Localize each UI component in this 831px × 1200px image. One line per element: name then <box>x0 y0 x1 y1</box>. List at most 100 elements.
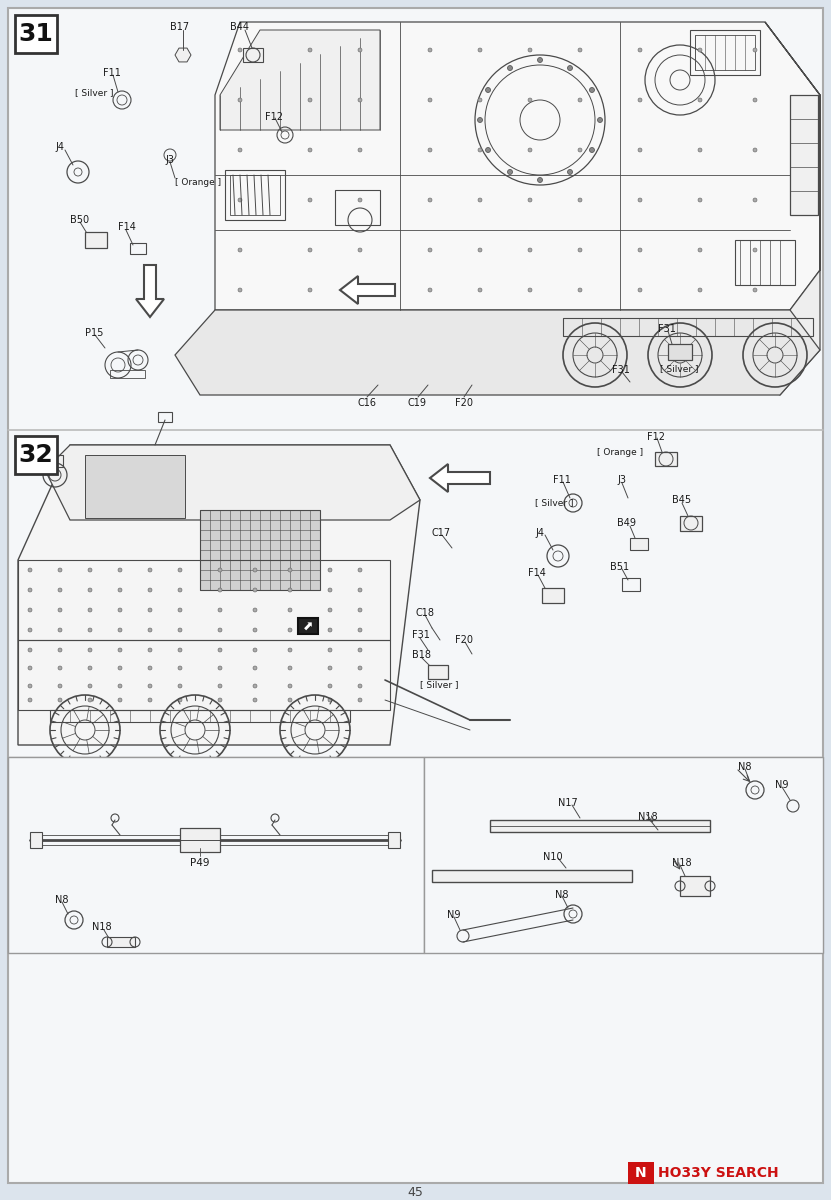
Circle shape <box>478 148 482 152</box>
Bar <box>8 757 424 953</box>
Circle shape <box>148 648 152 652</box>
Circle shape <box>478 98 482 102</box>
Circle shape <box>328 648 332 652</box>
Bar <box>158 412 172 422</box>
Bar <box>655 452 677 466</box>
Circle shape <box>358 666 362 670</box>
Circle shape <box>753 288 757 292</box>
Circle shape <box>28 608 32 612</box>
Circle shape <box>753 248 757 252</box>
Circle shape <box>88 628 92 632</box>
Circle shape <box>88 608 92 612</box>
Circle shape <box>578 48 582 52</box>
Circle shape <box>148 568 152 572</box>
Text: F31: F31 <box>612 365 630 374</box>
Circle shape <box>638 288 642 292</box>
Circle shape <box>118 588 122 592</box>
Circle shape <box>58 608 62 612</box>
Bar <box>15 436 57 474</box>
Text: F14: F14 <box>528 568 546 578</box>
Text: HO33Y SEARCH: HO33Y SEARCH <box>658 1166 779 1180</box>
Circle shape <box>253 608 257 612</box>
Circle shape <box>358 288 362 292</box>
Circle shape <box>638 248 642 252</box>
Circle shape <box>698 48 702 52</box>
Bar <box>542 588 564 602</box>
Text: F11: F11 <box>553 475 571 485</box>
Circle shape <box>568 66 573 71</box>
Text: N8: N8 <box>555 890 568 900</box>
Bar <box>680 876 710 896</box>
Bar <box>432 870 632 882</box>
Circle shape <box>88 698 92 702</box>
Circle shape <box>358 98 362 102</box>
Circle shape <box>528 48 532 52</box>
Circle shape <box>148 684 152 688</box>
Circle shape <box>28 666 32 670</box>
Circle shape <box>698 98 702 102</box>
Circle shape <box>328 628 332 632</box>
Circle shape <box>118 628 122 632</box>
Circle shape <box>478 118 483 122</box>
Text: F20: F20 <box>455 635 473 646</box>
Text: F14: F14 <box>118 222 136 232</box>
Circle shape <box>578 248 582 252</box>
Circle shape <box>698 198 702 202</box>
Circle shape <box>178 666 182 670</box>
Circle shape <box>485 148 490 152</box>
Circle shape <box>118 608 122 612</box>
Circle shape <box>118 648 122 652</box>
Text: P49: P49 <box>190 858 209 868</box>
Bar <box>680 516 702 530</box>
Circle shape <box>528 248 532 252</box>
Circle shape <box>358 608 362 612</box>
Text: B50: B50 <box>70 215 89 226</box>
Circle shape <box>358 588 362 592</box>
Polygon shape <box>340 276 395 304</box>
Polygon shape <box>220 30 380 130</box>
Text: N18: N18 <box>638 812 657 822</box>
Circle shape <box>58 568 62 572</box>
Circle shape <box>753 48 757 52</box>
Bar <box>735 240 795 284</box>
Circle shape <box>88 568 92 572</box>
Text: N18: N18 <box>92 922 111 932</box>
Text: 45: 45 <box>407 1186 423 1199</box>
Circle shape <box>288 588 292 592</box>
Circle shape <box>218 666 222 670</box>
Circle shape <box>358 248 362 252</box>
Circle shape <box>578 98 582 102</box>
Circle shape <box>148 608 152 612</box>
Bar <box>690 30 760 74</box>
Polygon shape <box>136 265 164 317</box>
Circle shape <box>253 698 257 702</box>
Polygon shape <box>430 464 490 492</box>
Text: P15: P15 <box>85 328 103 338</box>
Circle shape <box>428 148 432 152</box>
Circle shape <box>328 698 332 702</box>
Circle shape <box>118 684 122 688</box>
Circle shape <box>328 568 332 572</box>
Circle shape <box>578 198 582 202</box>
Circle shape <box>578 148 582 152</box>
Bar <box>490 820 710 832</box>
Circle shape <box>528 198 532 202</box>
Text: N8: N8 <box>738 762 751 772</box>
Circle shape <box>753 98 757 102</box>
Bar <box>628 1162 654 1184</box>
Circle shape <box>698 248 702 252</box>
Bar <box>388 832 400 848</box>
Circle shape <box>218 608 222 612</box>
Circle shape <box>253 666 257 670</box>
Circle shape <box>218 648 222 652</box>
Polygon shape <box>85 455 185 518</box>
Circle shape <box>358 628 362 632</box>
Circle shape <box>238 48 242 52</box>
Circle shape <box>478 248 482 252</box>
Text: F31: F31 <box>658 324 676 334</box>
Bar <box>30 832 42 848</box>
Circle shape <box>148 666 152 670</box>
Text: C16: C16 <box>358 398 377 408</box>
Circle shape <box>28 568 32 572</box>
Circle shape <box>428 98 432 102</box>
